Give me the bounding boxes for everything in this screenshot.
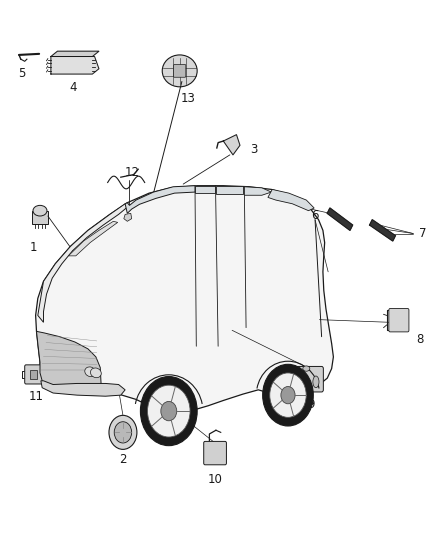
Polygon shape [223,135,240,155]
Circle shape [281,386,295,404]
Polygon shape [41,381,125,396]
FancyBboxPatch shape [389,309,409,332]
Polygon shape [215,185,243,194]
Text: 9: 9 [307,398,314,411]
Polygon shape [244,187,272,195]
FancyBboxPatch shape [29,370,37,378]
Text: 13: 13 [181,92,196,105]
Polygon shape [38,204,130,322]
Text: 10: 10 [207,473,222,486]
Circle shape [270,373,306,417]
Circle shape [109,415,137,449]
Text: 1: 1 [30,241,37,254]
Polygon shape [195,185,215,193]
Text: 6: 6 [311,209,318,222]
Text: 3: 3 [251,143,258,156]
Polygon shape [124,213,132,221]
Circle shape [114,422,132,443]
Ellipse shape [313,376,319,387]
FancyBboxPatch shape [296,367,323,392]
Ellipse shape [162,55,197,87]
Text: 8: 8 [417,333,424,346]
Polygon shape [36,332,101,390]
Circle shape [141,376,197,446]
Text: 11: 11 [29,390,44,403]
Polygon shape [370,220,396,241]
Text: 2: 2 [119,453,127,465]
Text: 7: 7 [419,227,427,240]
Text: 12: 12 [124,166,139,179]
FancyBboxPatch shape [25,365,48,384]
FancyBboxPatch shape [32,211,48,224]
Polygon shape [35,185,333,413]
Polygon shape [268,189,314,211]
Circle shape [161,401,177,421]
Ellipse shape [85,367,95,377]
Ellipse shape [303,366,310,371]
FancyBboxPatch shape [204,441,226,465]
Polygon shape [327,208,353,230]
Polygon shape [125,185,195,213]
Text: 5: 5 [18,67,25,80]
Text: 4: 4 [69,82,77,94]
Circle shape [148,385,190,437]
Circle shape [263,365,313,426]
Ellipse shape [91,368,101,378]
Polygon shape [68,221,118,256]
Polygon shape [51,51,99,56]
Ellipse shape [33,205,47,216]
FancyBboxPatch shape [173,64,186,77]
Polygon shape [51,56,99,74]
